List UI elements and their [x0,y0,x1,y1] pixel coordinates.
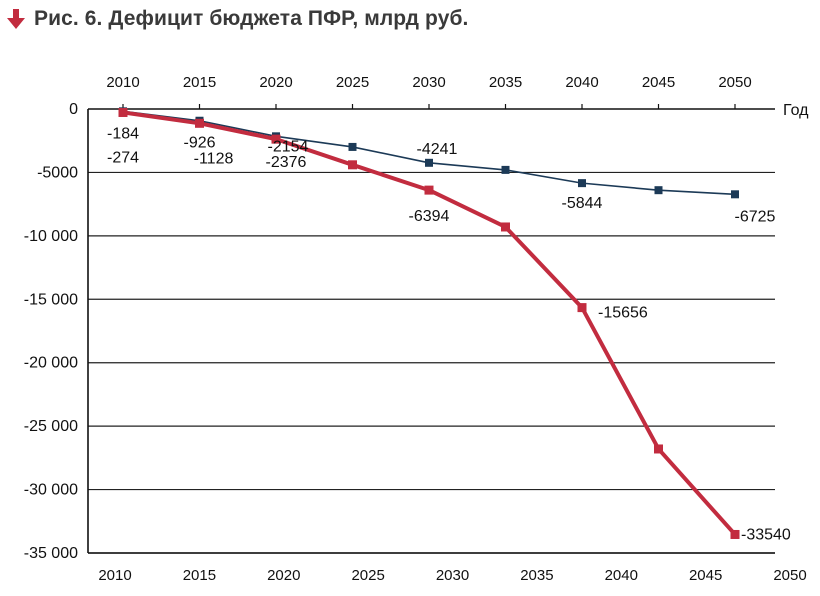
top-axis-tick-label: 2050 [718,74,751,91]
data-point [118,107,128,117]
data-label: -6725 [735,208,776,225]
top-axis-tick-label: 2020 [259,74,292,91]
data-point [578,179,586,188]
x-axis-label: Год [783,102,809,119]
top-axis-tick-label: 2030 [412,74,445,91]
y-tick-label: -35 000 [24,545,78,562]
data-point [654,444,663,454]
data-label: -2154 [268,138,309,155]
data-point [730,529,740,539]
arrow-down-icon [7,9,25,29]
data-point [654,186,663,195]
top-axis-tick-label: 2015 [183,74,216,91]
bottom-axis-tick-label: 2040 [605,567,638,584]
y-tick-label: -5000 [37,164,78,181]
top-axis-tick-label: 2045 [642,74,675,91]
data-point [501,165,510,174]
data-label: -4241 [417,141,458,158]
chart-title: Рис. 6. Дефицит бюджета ПФР, млрд руб. [34,7,469,30]
data-label: -6394 [409,208,450,225]
data-point [424,185,434,195]
top-axis-tick-label: 2040 [565,74,598,91]
data-label: -15656 [598,305,648,322]
data-label: -926 [183,135,215,152]
bottom-axis-tick-label: 2010 [98,567,131,584]
series-line-2 [122,110,737,536]
top-axis-tick-label: 2010 [106,74,139,91]
y-tick-label: -30 000 [24,482,78,499]
y-tick-label: -10 000 [24,228,78,245]
bottom-axis-tick-label: 2050 [773,567,806,584]
bottom-axis-tick-label: 2045 [689,567,722,584]
data-point [271,134,281,144]
bottom-axis-tick-label: 2030 [436,567,469,584]
top-axis-tick-label: 2035 [489,74,522,91]
data-label: -274 [107,149,139,166]
y-tick-label: -20 000 [24,355,78,372]
data-label: -33540 [741,526,791,543]
data-label: -5844 [562,195,603,212]
y-tick-label: -25 000 [24,418,78,435]
top-axis-tick-label: 2025 [336,74,369,91]
data-point [731,190,739,199]
bottom-axis-tick-label: 2020 [267,567,300,584]
data-label: -2376 [266,154,307,171]
data-point [348,142,357,151]
data-point [195,118,204,128]
bottom-axis-tick-label: 2025 [351,567,384,584]
data-point [577,303,587,313]
bottom-axis-tick-label: 2035 [520,567,553,584]
y-tick-label: 0 [69,101,78,118]
bottom-axis-tick-label: 2015 [183,567,216,584]
figure-title-row: Рис. 6. Дефицит бюджета ПФР, млрд руб. [6,4,468,34]
data-label: -184 [107,125,139,142]
y-tick-label: -15 000 [24,291,78,308]
data-label: -1128 [194,150,234,167]
data-point [348,160,357,170]
data-point [501,222,510,232]
data-point [425,158,433,167]
